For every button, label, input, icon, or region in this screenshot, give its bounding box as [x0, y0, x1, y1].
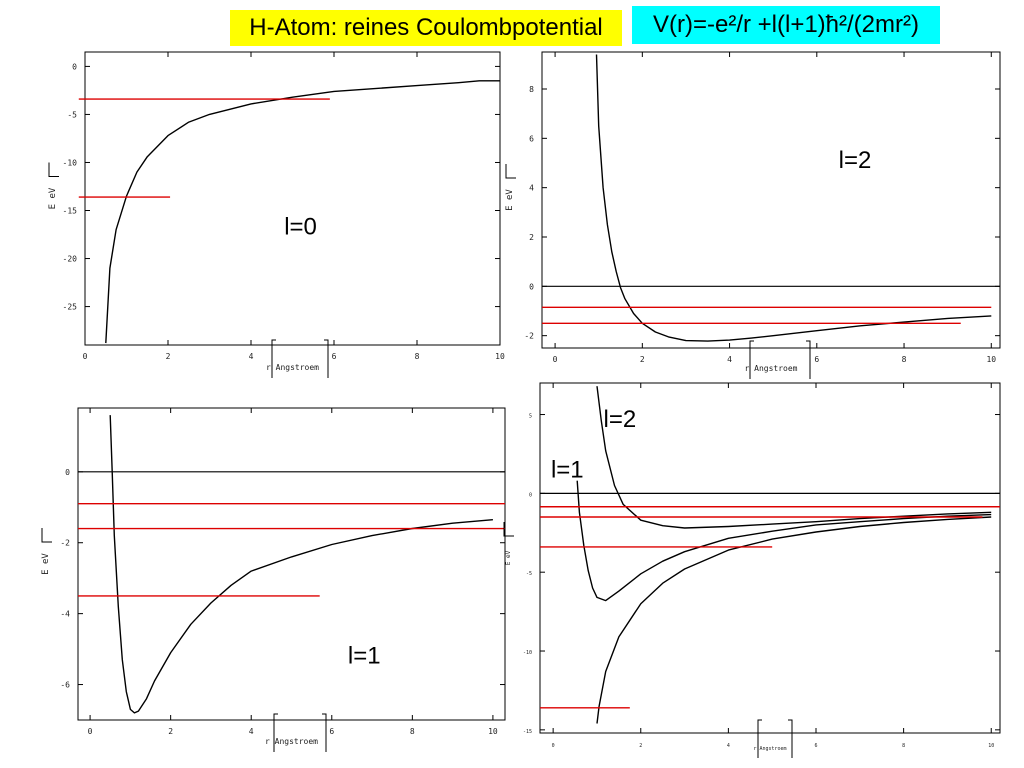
- y-tick-label: -5: [526, 571, 532, 577]
- x-tick-label: 8: [415, 352, 420, 361]
- angular-momentum-label: l=2: [839, 147, 872, 174]
- x-tick-label: 6: [814, 743, 817, 749]
- x-tick-label: 4: [249, 352, 254, 361]
- plot-frame: [84, 51, 501, 346]
- x-tick-label: 4: [249, 727, 254, 736]
- x-tick-label: 10: [495, 352, 505, 361]
- x-tick-label: 8: [410, 727, 415, 736]
- y-axis-label: E eV: [505, 550, 512, 565]
- unit-bracket: [757, 719, 762, 758]
- y-tick-label: 8: [529, 85, 534, 94]
- angular-momentum-label: l=1: [348, 642, 381, 669]
- y-tick-label: 2: [529, 233, 534, 242]
- x-tick-label: 2: [166, 352, 171, 361]
- potential-formula: V(r)=-e²/r +l(l+1)ħ²/(2mr²): [632, 6, 940, 44]
- unit-bracket: [806, 340, 811, 379]
- y-tick-label: -20: [63, 255, 78, 264]
- y-tick-label: -2: [60, 539, 70, 548]
- unit-bracket: [788, 719, 793, 758]
- unit-bracket: [324, 339, 329, 378]
- x-tick-label: 2: [639, 743, 642, 749]
- y-tick-label: 0: [72, 62, 77, 71]
- y-tick-label: -15: [63, 207, 78, 216]
- plot-frame: [541, 51, 1001, 349]
- x-tick-label: 4: [727, 355, 732, 364]
- potential-curve-2: [596, 516, 992, 724]
- x-tick-label: 10: [988, 743, 994, 749]
- x-tick-label: 4: [727, 743, 730, 749]
- x-axis-label: r Angstroem: [265, 737, 318, 746]
- angular-momentum-label: l=0: [284, 214, 317, 241]
- potential-curve-0: [595, 54, 992, 342]
- x-tick-label: 0: [83, 352, 88, 361]
- x-axis-label: r Angstroem: [266, 363, 319, 372]
- y-axis-label: E eV: [48, 187, 58, 209]
- unit-bracket: [48, 162, 59, 177]
- y-tick-label: -2: [524, 332, 534, 341]
- unit-bracket: [503, 522, 514, 537]
- unit-bracket: [41, 528, 52, 543]
- potential-curve-0: [109, 415, 493, 714]
- unit-bracket: [749, 340, 754, 379]
- x-axis-label: r Angstroem: [753, 746, 786, 752]
- unit-bracket: [505, 164, 516, 179]
- x-tick-label: 6: [329, 727, 334, 736]
- unit-bracket: [273, 713, 278, 752]
- potential-curve-0: [105, 80, 500, 344]
- x-tick-label: 0: [88, 727, 93, 736]
- x-tick-label: 6: [332, 352, 337, 361]
- x-axis-label: r Angstroem: [745, 364, 798, 373]
- x-tick-label: 6: [814, 355, 819, 364]
- unit-bracket: [322, 713, 327, 752]
- chart-l1: 0 2 4 6 8 10 0 -2 -4 -6 r Angstroem E eV l=1: [41, 407, 506, 752]
- page-title: H-Atom: reines Coulombpotential: [230, 10, 622, 46]
- y-tick-label: -6: [60, 681, 70, 690]
- chart-combined: 0 2 4 6 8 10 5 0 -5 -10 -15 r Angstroem E eV l=2 l=1: [503, 382, 1001, 758]
- x-tick-label: 0: [553, 355, 558, 364]
- angular-momentum-label: l=2: [604, 406, 637, 433]
- y-tick-label: 0: [65, 468, 70, 477]
- x-tick-label: 2: [168, 727, 173, 736]
- y-tick-label: 6: [529, 134, 534, 143]
- unit-bracket: [271, 339, 276, 378]
- y-tick-label: -10: [63, 158, 78, 167]
- y-axis-label: E eV: [505, 189, 515, 211]
- plot-frame: [77, 407, 506, 721]
- y-tick-label: -10: [523, 650, 532, 656]
- potential-curve-1: [576, 480, 992, 602]
- x-tick-label: 0: [552, 743, 555, 749]
- x-tick-label: 8: [902, 743, 905, 749]
- y-tick-label: -5: [67, 110, 77, 119]
- y-tick-label: 4: [529, 184, 534, 193]
- angular-momentum-label: l=1: [551, 457, 584, 484]
- chart-l2: 0 2 4 6 8 10 8 6 4 2 0 -2 r Angstroem E eV l=2: [505, 51, 1001, 379]
- y-axis-label: E eV: [41, 553, 51, 575]
- y-tick-label: 5: [529, 414, 532, 420]
- x-tick-label: 10: [986, 355, 996, 364]
- x-tick-label: 10: [488, 727, 498, 736]
- x-tick-label: 8: [902, 355, 907, 364]
- chart-l0: 0 2 4 6 8 10 0 -5 -10 -15 -20 -25 r Angstroem E eV l=0: [48, 51, 505, 378]
- y-tick-label: -25: [63, 303, 78, 312]
- y-tick-label: -15: [523, 729, 532, 735]
- plot-frame: [539, 382, 1001, 734]
- y-tick-label: 0: [529, 282, 534, 291]
- y-tick-label: 0: [529, 492, 532, 498]
- y-tick-label: -4: [60, 610, 70, 619]
- x-tick-label: 2: [640, 355, 645, 364]
